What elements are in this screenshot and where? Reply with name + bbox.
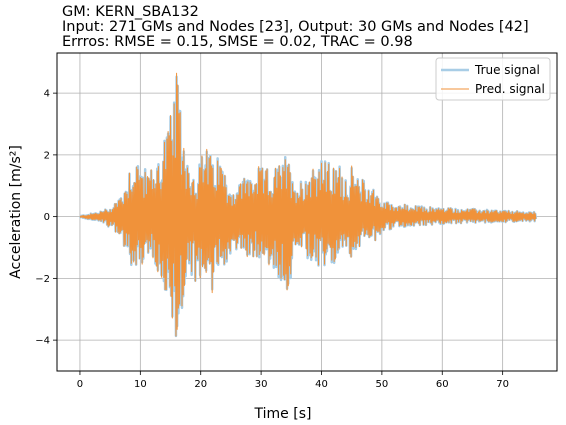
signal-series xyxy=(78,72,538,338)
y-tick-label: 0 xyxy=(44,212,50,223)
x-tick-label: 70 xyxy=(496,379,509,390)
legend: True signal Pred. signal xyxy=(435,57,551,101)
x-tick-label: 0 xyxy=(77,379,83,390)
legend-label-true: True signal xyxy=(474,63,540,77)
x-axis-label: Time [s] xyxy=(254,406,312,422)
y-tick-label: 4 xyxy=(44,89,50,100)
x-tick-label: 40 xyxy=(315,379,328,390)
plot-frame xyxy=(56,52,558,372)
y-tick-label: −2 xyxy=(35,274,50,285)
y-tick-label: −4 xyxy=(35,336,50,347)
x-tick-label: 20 xyxy=(194,379,207,390)
chart-title: GM: KERN_SBA132 Input: 271 GMs and Nodes… xyxy=(62,5,562,50)
legend-label-pred: Pred. signal xyxy=(475,82,545,96)
pred-signal-line xyxy=(79,72,537,337)
title-line-gm: GM: KERN_SBA132 xyxy=(62,4,199,20)
y-tick-label: 2 xyxy=(44,150,50,161)
x-tick-label: 10 xyxy=(134,379,147,390)
x-tick-label: 30 xyxy=(255,379,268,390)
title-line-errors: Errros: RMSE = 0.15, SMSE = 0.02, TRAC =… xyxy=(62,34,413,50)
x-tick-label: 60 xyxy=(436,379,449,390)
title-line-input-output: Input: 271 GMs and Nodes [23], Output: 3… xyxy=(62,19,529,35)
y-axis-label: Acceleration [m/s²] xyxy=(8,145,24,279)
x-tick-label: 50 xyxy=(376,379,389,390)
axis-ticks: 0 10 20 30 40 50 60 70 −4 −2 0 2 4 xyxy=(35,89,509,390)
